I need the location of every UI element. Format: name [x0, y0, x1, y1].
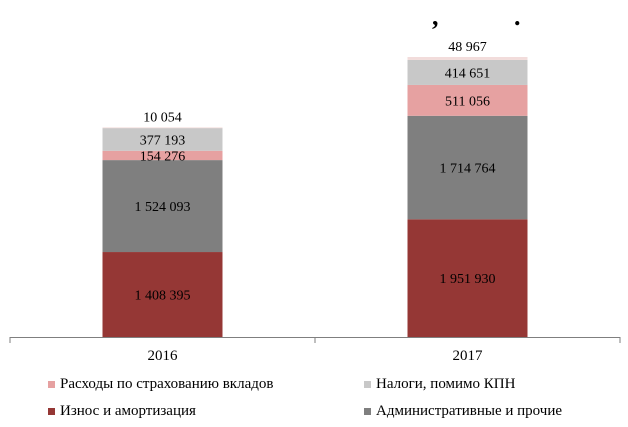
data-label-2016-s0: 1 408 395: [135, 289, 191, 304]
data-label-2016-s1: 1 524 093: [135, 200, 191, 215]
data-label-2017-s4: 48 967: [448, 40, 487, 55]
header-period-mark: .: [514, 2, 521, 31]
bar-segment-2016-s1: [102, 160, 223, 253]
header-comma-mark: ,: [432, 2, 439, 31]
bar-segment-2017-s3: [407, 59, 528, 85]
bars-layer: [102, 57, 528, 337]
data-label-2017-s0: 1 951 930: [440, 272, 496, 287]
data-label-2016-s2: 154 276: [140, 149, 186, 164]
bar-segment-2016-s2: [102, 150, 223, 161]
bar-segment-2017-s4: [407, 57, 528, 60]
data-label-2017-s3: 414 651: [445, 66, 491, 81]
x-tick-label-2017: 2017: [453, 348, 484, 364]
bar-segment-2016-s0: [102, 252, 223, 337]
data-label-2017-s2: 511 056: [445, 94, 490, 109]
x-tick-label-2016: 2016: [148, 348, 179, 364]
bar-segment-2016-s3: [102, 128, 223, 151]
data-label-2017-s1: 1 714 764: [440, 162, 496, 177]
data-label-2016-s4: 10 054: [143, 110, 182, 125]
bar-segment-2017-s0: [407, 219, 528, 337]
bar-segment-2016-s4: [102, 127, 223, 129]
bar-segment-2017-s1: [407, 115, 528, 220]
x-axis-ticks: 2016 2017: [9, 337, 621, 364]
data-label-2016-s3: 377 193: [140, 133, 186, 148]
bar-segment-2017-s2: [407, 84, 528, 116]
